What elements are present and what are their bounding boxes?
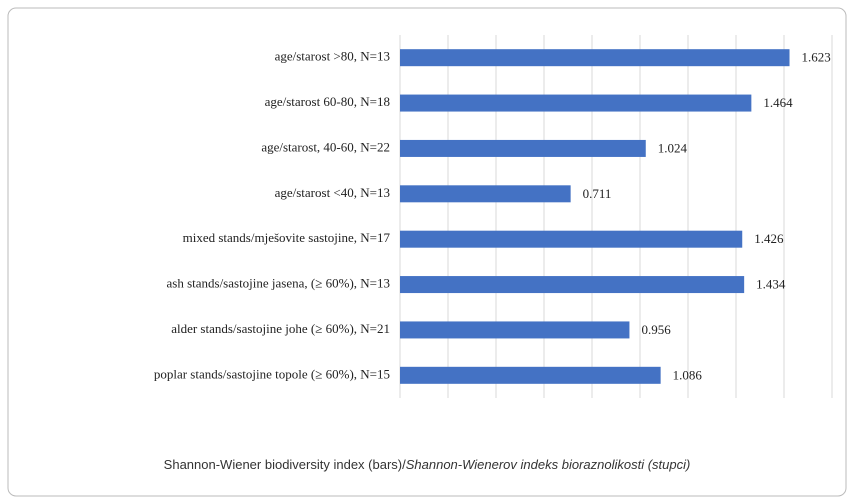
bar — [400, 321, 630, 339]
bar — [400, 94, 752, 112]
bar — [400, 185, 571, 203]
y-tick-label: age/starost <40, N=13 — [275, 185, 390, 200]
y-tick-label: age/starost >80, N=13 — [275, 49, 390, 64]
data-label: 0.956 — [641, 322, 671, 337]
axis-caption: Shannon-Wiener biodiversity index (bars)… — [137, 455, 717, 475]
data-label: 1.086 — [673, 367, 703, 382]
y-tick-label: age/starost 60-80, N=18 — [265, 94, 390, 109]
chart-frame — [7, 7, 847, 497]
data-label: 1.434 — [756, 277, 786, 292]
data-label: 0.711 — [583, 186, 612, 201]
bar — [400, 139, 646, 157]
data-label: 1.464 — [763, 95, 793, 110]
data-label: 1.623 — [802, 50, 831, 65]
data-label: 1.426 — [754, 231, 784, 246]
caption-english: Shannon-Wiener biodiversity index (bars)… — [163, 457, 406, 472]
y-tick-label: ash stands/sastojine jasena, (≥ 60%), N=… — [166, 276, 390, 291]
bar — [400, 366, 661, 384]
y-tick-label: mixed stands/mješovite sastojine, N=17 — [183, 230, 391, 245]
data-label: 1.024 — [658, 140, 688, 155]
y-tick-label: alder stands/sastojine johe (≥ 60%), N=2… — [171, 321, 390, 336]
caption-translation: Shannon-Wienerov indeks bioraznolikosti … — [405, 457, 691, 472]
y-tick-label: age/starost, 40-60, N=22 — [261, 139, 390, 154]
bar — [400, 49, 790, 67]
y-tick-label: poplar stands/sastojine topole (≥ 60%), … — [154, 366, 390, 381]
bar — [400, 230, 743, 248]
bar — [400, 276, 745, 294]
